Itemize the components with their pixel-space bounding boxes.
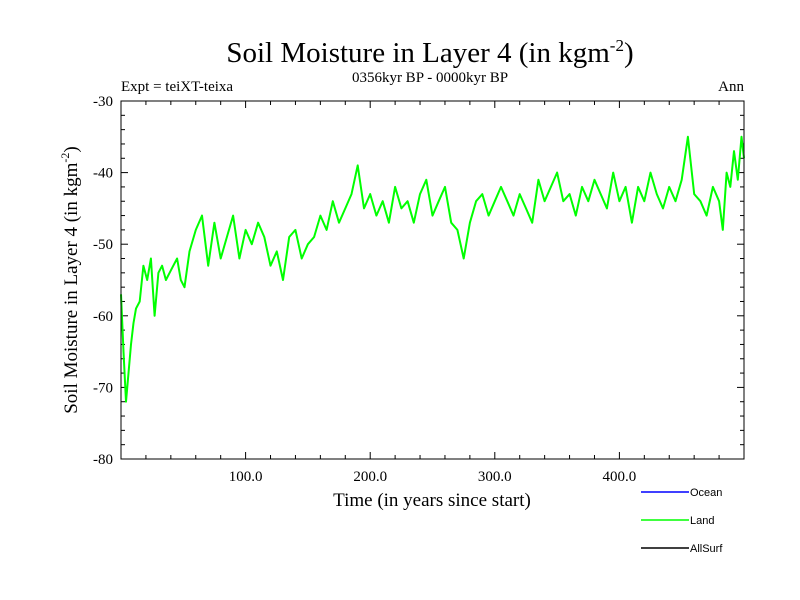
chart-subtitle: 0356kyr BP - 0000kyr BP [352, 70, 508, 86]
y-tick-label: -30 [93, 94, 113, 110]
y-tick-label: -60 [93, 309, 113, 325]
season-label: Ann [718, 79, 744, 95]
x-tick-label: 200.0 [353, 469, 387, 485]
y-tick-label: -70 [93, 380, 113, 396]
y-tick-label: -50 [93, 237, 113, 253]
series-line-land [120, 135, 745, 403]
x-axis-label: Time (in years since start) [333, 490, 531, 511]
series-layer [120, 135, 745, 403]
axis-ticks [121, 100, 744, 460]
plot-frame [120, 100, 745, 460]
x-tick-label: 100.0 [229, 469, 263, 485]
legend-label-ocean: Ocean [690, 487, 722, 499]
legend-label-allsurf: AllSurf [690, 543, 723, 555]
x-tick-label: 300.0 [478, 469, 512, 485]
chart-title: Soil Moisture in Layer 4 (in kgm-2) [226, 36, 633, 69]
experiment-label: Expt = teiXT-teixa [121, 79, 233, 95]
axis-tick-labels: 100.0 200.0 300.0 400.0 -30 -40 -50 -60 -70 -80 [93, 94, 636, 485]
legend: Ocean Land AllSurf [641, 487, 723, 555]
y-tick-label: -40 [93, 166, 113, 182]
x-tick-label: 400.0 [603, 469, 637, 485]
y-axis-label: Soil Moisture in Layer 4 (in kgm-2) [58, 146, 82, 414]
y-tick-label: -80 [93, 452, 113, 468]
legend-label-land: Land [690, 515, 714, 527]
